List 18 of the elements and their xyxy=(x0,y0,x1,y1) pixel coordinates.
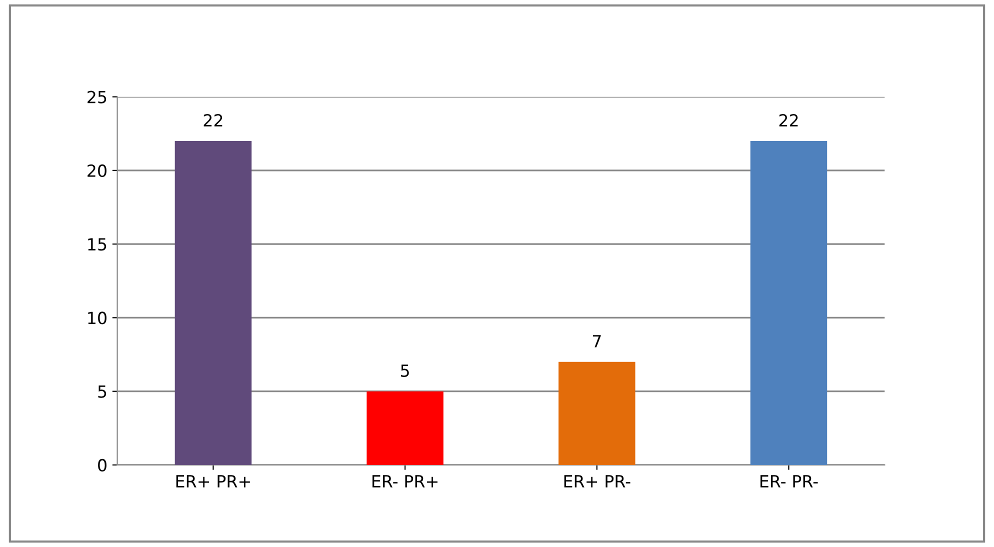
y-tick-label: 10 xyxy=(88,312,106,324)
x-tick-label: ER- PR+ xyxy=(372,475,438,488)
data-label: 22 xyxy=(204,114,222,126)
data-label: 5 xyxy=(401,364,409,377)
x-tick-label: ER+ PR- xyxy=(564,475,630,488)
y-tick-label: 15 xyxy=(88,238,106,251)
y-tick-label: 0 xyxy=(98,458,106,472)
x-tick-label: ER+ PR+ xyxy=(176,475,250,488)
bar xyxy=(174,140,252,465)
bar xyxy=(558,362,636,465)
bar xyxy=(366,391,444,465)
y-tick-label: 5 xyxy=(98,386,106,398)
x-tick-label: ER- PR- xyxy=(760,475,818,488)
data-label: 7 xyxy=(592,335,601,348)
data-label: 22 xyxy=(779,114,798,126)
y-tick-label: 20 xyxy=(88,164,106,178)
bar xyxy=(750,140,828,465)
y-tick-label: 25 xyxy=(88,90,106,104)
